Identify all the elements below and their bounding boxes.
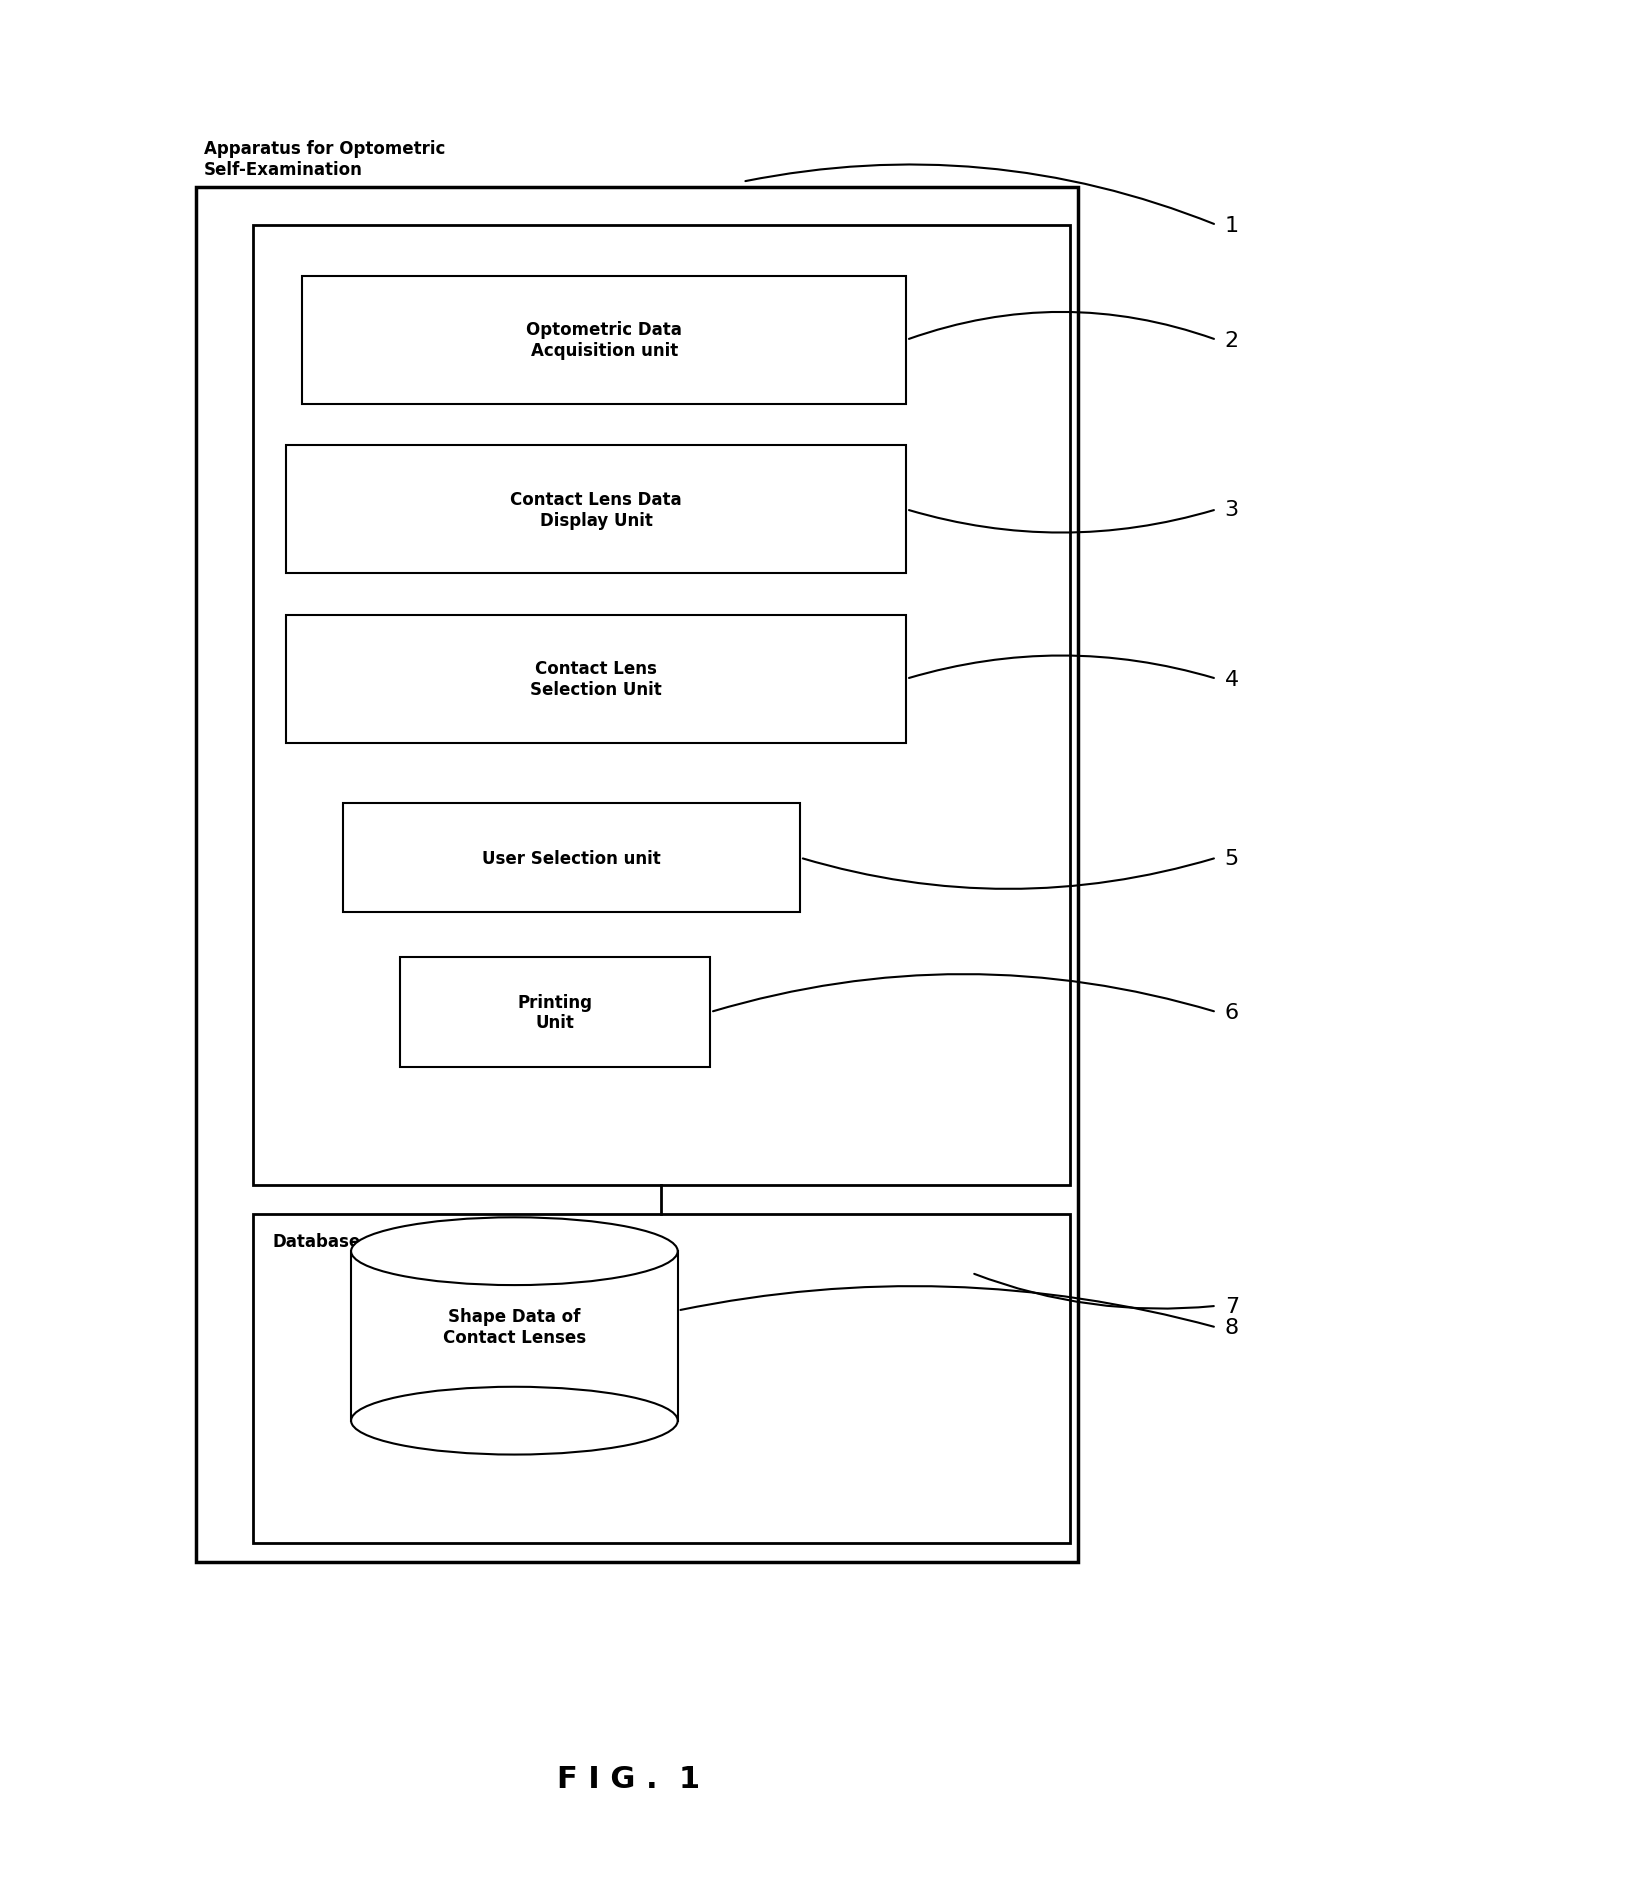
Text: Printing
Unit: Printing Unit: [517, 994, 592, 1031]
Text: 4: 4: [1224, 670, 1239, 689]
Text: Contact Lens
Selection Unit: Contact Lens Selection Unit: [530, 661, 661, 698]
Text: 8: 8: [1224, 1317, 1239, 1338]
Text: Contact Lens Data
Display Unit: Contact Lens Data Display Unit: [509, 491, 682, 529]
Text: User Selection unit: User Selection unit: [481, 849, 661, 868]
Text: Shape Data of
Contact Lenses: Shape Data of Contact Lenses: [442, 1308, 586, 1346]
FancyBboxPatch shape: [302, 277, 906, 405]
Text: 5: 5: [1224, 849, 1239, 868]
Text: 3: 3: [1224, 501, 1239, 519]
Text: 7: 7: [1224, 1297, 1239, 1316]
Text: 6: 6: [1224, 1003, 1239, 1022]
Text: Optometric Data
Acquisition unit: Optometric Data Acquisition unit: [526, 322, 682, 359]
FancyBboxPatch shape: [253, 1214, 1069, 1543]
Text: 1: 1: [1224, 216, 1239, 235]
Ellipse shape: [351, 1387, 677, 1455]
Text: F I G .  1: F I G . 1: [557, 1763, 700, 1794]
FancyBboxPatch shape: [400, 958, 710, 1067]
FancyBboxPatch shape: [343, 804, 800, 913]
FancyBboxPatch shape: [286, 615, 906, 743]
Ellipse shape: [351, 1218, 677, 1285]
Polygon shape: [351, 1252, 677, 1421]
Text: 2: 2: [1224, 331, 1239, 350]
FancyBboxPatch shape: [253, 226, 1069, 1186]
Text: Apparatus for Optometric
Self-Examination: Apparatus for Optometric Self-Examinatio…: [204, 139, 446, 179]
FancyBboxPatch shape: [196, 188, 1077, 1562]
FancyBboxPatch shape: [286, 446, 906, 574]
Text: Database: Database: [273, 1233, 361, 1252]
